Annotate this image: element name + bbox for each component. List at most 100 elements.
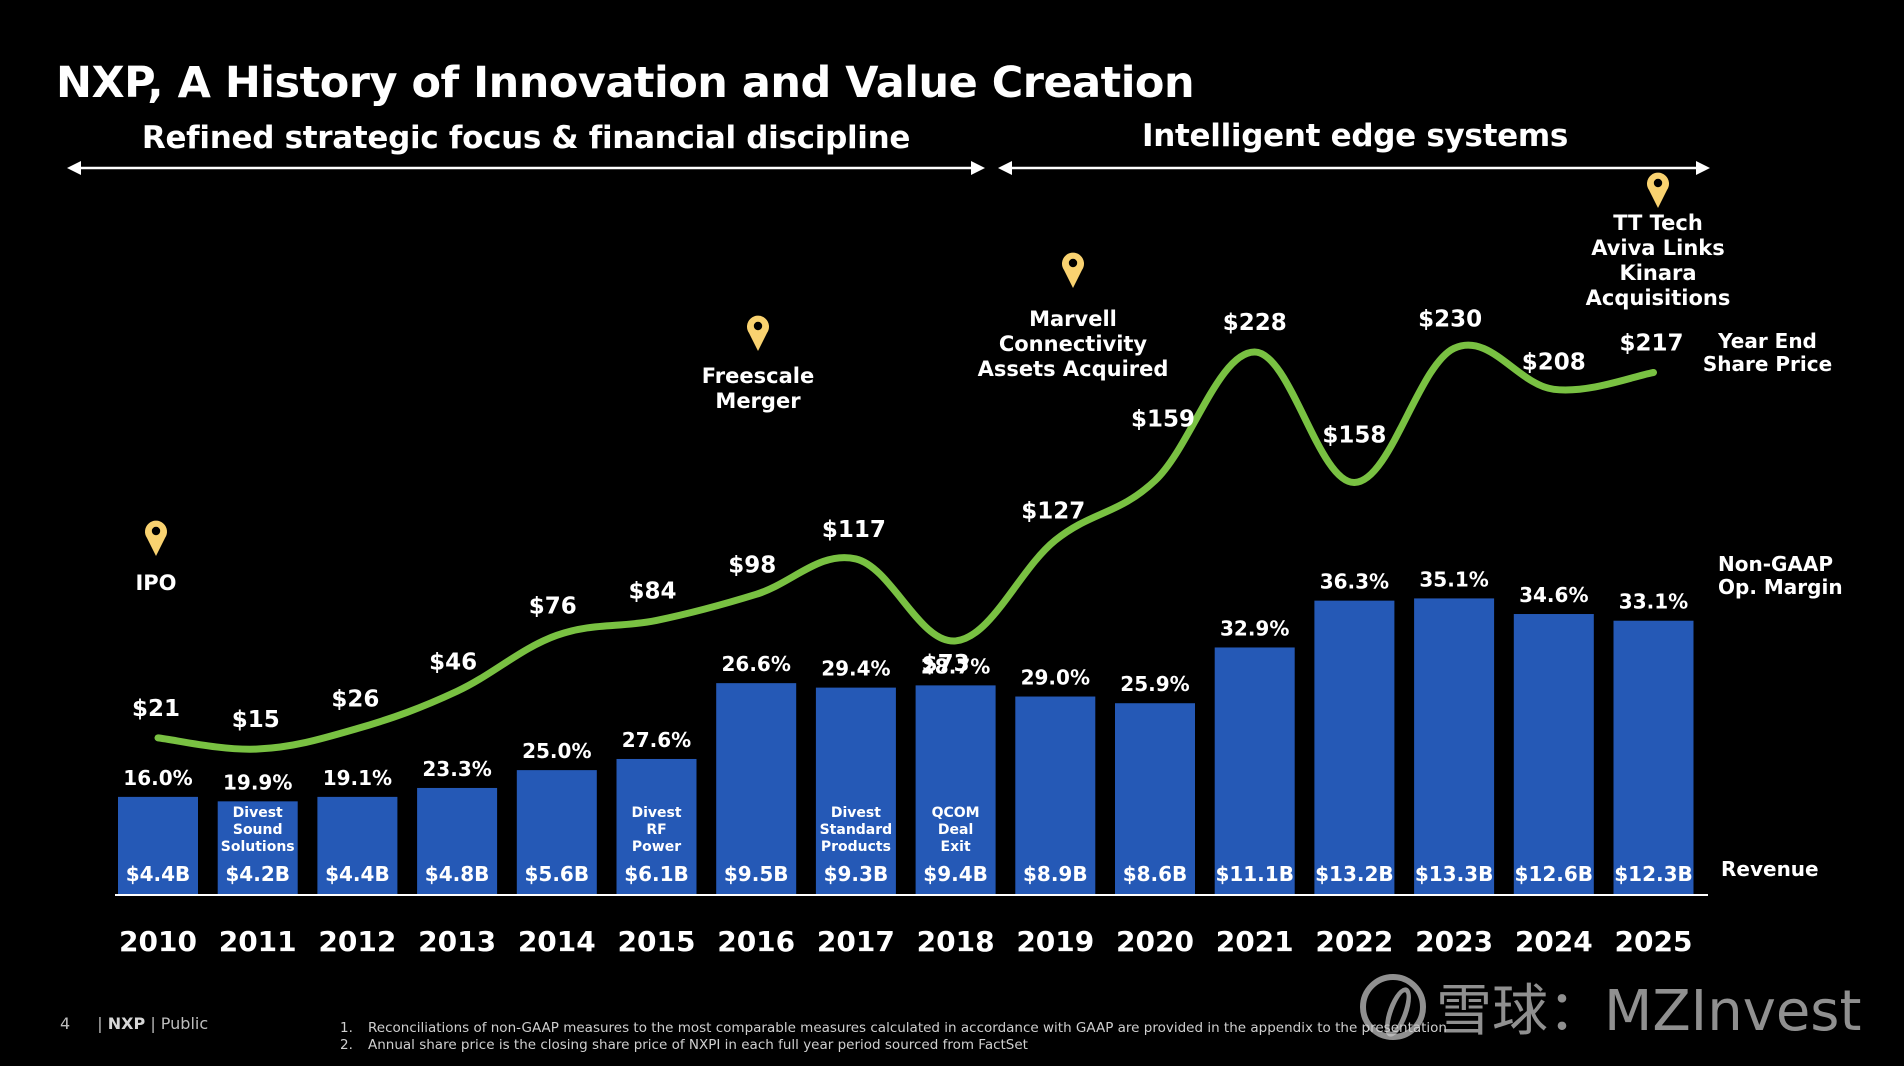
legend-revenue: Revenue [1721,857,1819,881]
year-label-2012: 2012 [318,925,396,958]
price-label-2020: $159 [1131,407,1195,433]
era-arrow-left-right-arrowhead-icon [971,161,985,175]
footnote: 1. Reconciliations of non-GAAP measures t… [340,1020,1447,1036]
revenue-bar-2020 [1115,703,1195,895]
revenue-label-2012: $4.4B [325,862,390,886]
margin-label-2017: 29.4% [821,657,890,681]
milestone-label-2019: Assets Acquired [978,357,1169,381]
margin-label-2021: 32.9% [1220,616,1289,640]
margin-label-2014: 25.0% [522,739,591,763]
revenue-label-2021: $11.1B [1215,862,1294,886]
footer-classification: Public [160,1014,209,1033]
revenue-bar-2016 [716,683,797,895]
milestone-label-2025: TT Tech [1613,211,1703,235]
snowball-logo-icon [1360,973,1426,1040]
margin-label-2019: 29.0% [1021,666,1090,690]
price-label-2015: $84 [628,578,676,604]
revenue-label-2025: $12.3B [1614,862,1693,886]
year-label-2013: 2013 [418,925,496,958]
location-pin-icon [145,520,167,556]
price-label-2023: $230 [1418,306,1482,332]
revenue-bar-2010 [118,796,198,895]
revenue-label-2024: $12.6B [1515,862,1594,886]
revenue-bar-2014 [516,770,597,895]
price-label-2022: $158 [1322,422,1386,448]
price-label-2024: $208 [1522,349,1586,375]
page-title: NXP, A History of Innovation and Value C… [56,58,1195,108]
revenue-label-2018: $9.4B [923,862,988,886]
footer-page-info: 4 | NXP | Public [60,1014,208,1033]
revenue-bar-2019 [1015,696,1096,895]
revenue-bar-2022 [1314,600,1395,895]
milestone-label-2025: Aviva Links [1591,236,1725,260]
year-label-2011: 2011 [219,925,297,958]
milestone-label-2016: Freescale [702,364,814,388]
revenue-label-2017: $9.3B [824,862,889,886]
revenue-label-2019: $8.9B [1023,862,1088,886]
separator: | [97,1014,103,1033]
price-label-2010: $21 [132,696,180,722]
era-label-right: Intelligent edge systems [1142,118,1568,154]
legend-op-margin: Non-GAAP Op. Margin [1718,552,1843,599]
era-arrow-right-right-arrowhead-icon [1696,161,1710,175]
margin-label-2022: 36.3% [1320,570,1389,594]
revenue-bar-2018 [915,685,996,895]
margin-label-2013: 23.3% [422,757,491,781]
bar-note-2018: Deal [938,822,973,838]
bar-note-2011: Divest [233,805,283,821]
footnote: 2. Annual share price is the closing shar… [340,1037,1028,1053]
revenue-bar-2015 [616,758,697,895]
era-arrow-left-left-arrowhead-icon [67,161,81,175]
era-arrow-right-left-arrowhead-icon [998,161,1012,175]
year-label-2020: 2020 [1116,925,1194,958]
year-label-2024: 2024 [1515,925,1593,958]
year-label-2016: 2016 [717,925,795,958]
revenue-label-2022: $13.2B [1315,862,1394,886]
bar-note-2018: Exit [941,839,971,855]
price-label-2014: $76 [529,593,577,619]
era-label-left: Refined strategic focus & financial disc… [141,120,911,156]
revenue-label-2010: $4.4B [126,862,191,886]
revenue-bar-2011 [217,801,298,895]
bar-note-2017: Products [821,839,891,855]
revenue-bar-2013 [417,787,498,895]
price-label-2012: $26 [331,687,379,713]
location-pin-icon-hole [753,321,763,331]
revenue-label-2016: $9.5B [724,862,789,886]
year-label-2014: 2014 [518,925,596,958]
year-label-2017: 2017 [817,925,895,958]
separator: | [150,1014,156,1033]
footer-brand: NXP [107,1014,146,1033]
price-label-2018: $73 [922,651,970,677]
price-label-2011: $15 [232,707,280,733]
watermark: 雪球：MZInvest [1360,966,1861,1047]
bar-note-2018: QCOM [932,805,980,821]
revenue-label-2020: $8.6B [1123,862,1188,886]
margin-label-2018: 28.7% [921,654,990,678]
watermark-text: 雪球：MZInvest [1436,979,1862,1044]
bar-note-2015: Power [632,839,681,855]
revenue-bar-2012 [317,796,398,895]
price-label-2013: $46 [429,649,477,675]
year-label-2022: 2022 [1315,925,1393,958]
margin-label-2016: 26.6% [722,652,791,676]
bar-note-2011: Solutions [221,839,295,855]
revenue-bar-2025 [1613,620,1694,895]
margin-label-2011: 19.9% [223,770,292,794]
bar-note-2017: Standard [820,822,893,838]
milestone-label-2019: Marvell [1029,307,1117,331]
location-pin-icon-hole [1653,178,1663,188]
milestone-label-2025: Acquisitions [1586,286,1731,310]
legend-share-price: Year End Share Price [1702,329,1833,376]
margin-label-2020: 25.9% [1120,672,1189,696]
bar-note-2011: Sound [233,822,283,838]
location-pin-icon [1062,252,1084,288]
year-label-2025: 2025 [1615,925,1693,958]
revenue-label-2023: $13.3B [1415,862,1494,886]
margin-label-2024: 34.6% [1519,583,1588,607]
year-label-2015: 2015 [618,925,696,958]
revenue-label-2013: $4.8B [425,862,490,886]
milestone-label-2016: Merger [715,389,801,413]
price-label-2017: $117 [822,517,886,543]
